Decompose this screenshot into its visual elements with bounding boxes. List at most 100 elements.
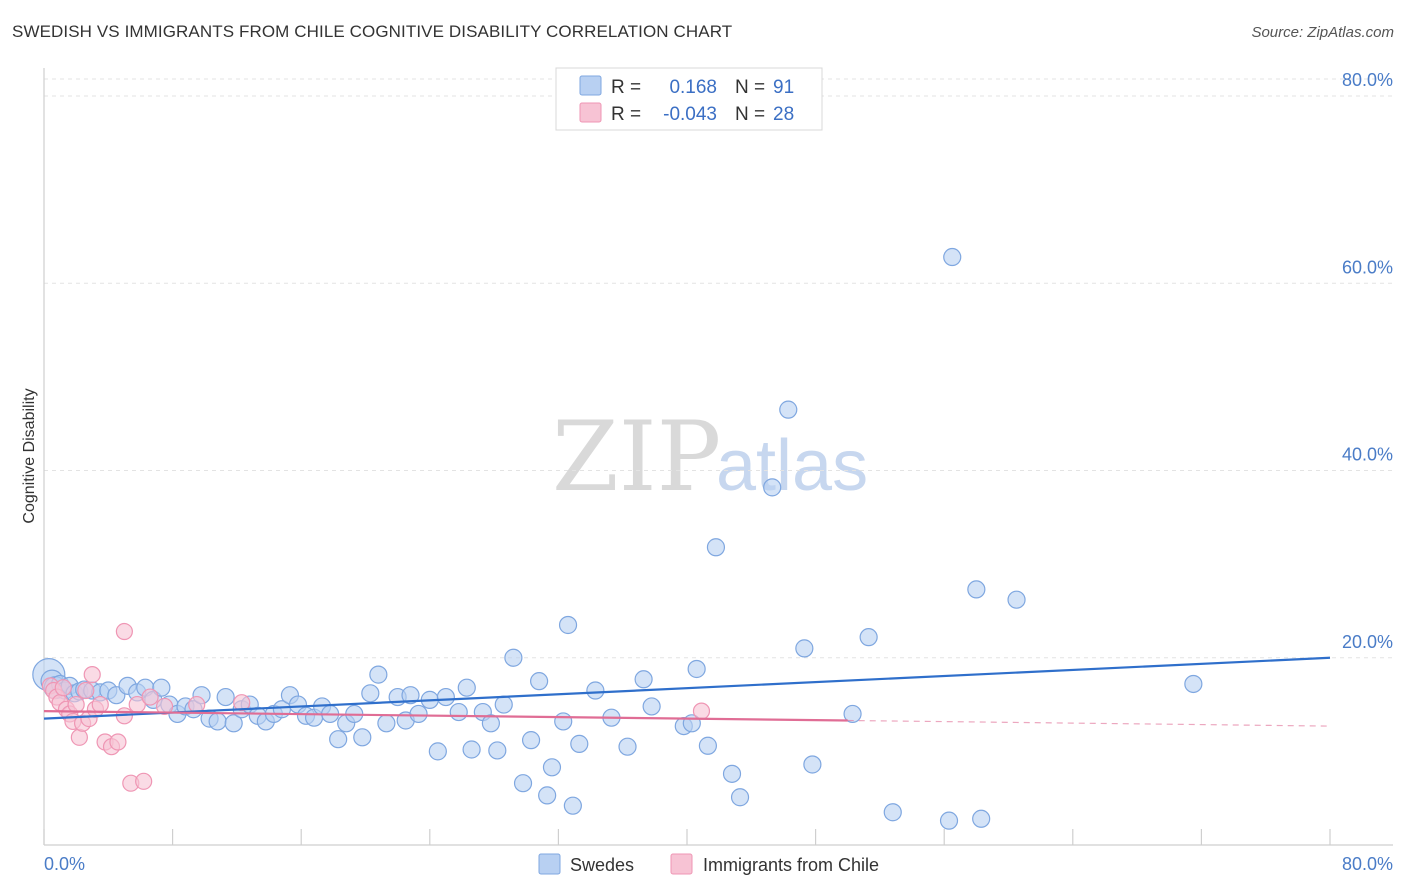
- grid-lines: [44, 78, 1393, 659]
- swedes-point: [554, 712, 573, 731]
- swedes-point: [409, 704, 428, 724]
- y-tick-label: 80.0%: [1342, 70, 1393, 90]
- swedes-point: [428, 742, 447, 761]
- swedes-point: [457, 678, 476, 697]
- chile-point: [233, 694, 251, 712]
- y-tick-label: 60.0%: [1342, 257, 1393, 277]
- swedes-point: [329, 730, 348, 749]
- chart-source: Source: ZipAtlas.com: [1251, 24, 1394, 41]
- swedes-point: [859, 628, 878, 647]
- swedes-point: [449, 702, 468, 722]
- y-tick-label: 40.0%: [1342, 445, 1393, 465]
- swedes-point: [521, 731, 541, 750]
- chile-point: [692, 702, 711, 720]
- axes: [43, 68, 1393, 846]
- swedes-trend-line: [43, 656, 1331, 720]
- swedes-point: [779, 400, 798, 419]
- swedes-point: [488, 741, 507, 760]
- swedes-n-value: 91: [773, 77, 794, 98]
- y-tick-labels: 20.0% 40.0% 60.0% 80.0%: [1342, 70, 1393, 652]
- swedes-point: [618, 737, 637, 756]
- swedes-point: [530, 672, 549, 691]
- swedes-n-label: N =: [735, 77, 765, 98]
- swedes-point: [504, 648, 523, 667]
- swedes-point: [208, 712, 227, 731]
- y-axis-label: Cognitive Disability: [21, 388, 38, 523]
- swedes-points: [32, 247, 1203, 830]
- chart-title: SWEDISH VS IMMIGRANTS FROM CHILE COGNITI…: [12, 22, 733, 41]
- swedes-point: [939, 811, 959, 830]
- swedes-point: [361, 684, 380, 703]
- swedes-point: [642, 697, 661, 716]
- swedes-point: [967, 580, 986, 599]
- swedes-point: [1007, 590, 1026, 609]
- swedes-point: [843, 704, 862, 724]
- swedes-point: [687, 659, 706, 679]
- swedes-point: [481, 714, 500, 733]
- chile-n-label: N =: [735, 104, 765, 125]
- swedes-point: [1184, 674, 1203, 694]
- swedes-point: [353, 728, 372, 747]
- swedes-point: [763, 478, 782, 497]
- chile-point: [115, 622, 133, 641]
- chile-trend-line: [43, 710, 848, 722]
- swedes-point: [152, 678, 171, 697]
- swedes-point: [538, 786, 557, 805]
- legend-chile-label: Immigrants from Chile: [703, 855, 879, 875]
- swedes-point: [883, 803, 902, 822]
- swedes-r-label: R =: [611, 77, 641, 98]
- chile-point: [67, 695, 85, 714]
- swedes-point: [586, 681, 605, 700]
- x-tick-label-min: 0.0%: [44, 854, 85, 874]
- swedes-point: [377, 714, 396, 733]
- swedes-point: [369, 665, 388, 684]
- swedes-point: [558, 615, 578, 635]
- x-ticks: [43, 829, 1331, 845]
- y-tick-label: 20.0%: [1342, 632, 1393, 652]
- watermark-zip: ZIP: [552, 401, 721, 513]
- swedes-point: [224, 714, 243, 733]
- swedes-point: [462, 740, 481, 759]
- swedes-point: [634, 670, 653, 689]
- swedes-point: [570, 734, 589, 753]
- swedes-point: [943, 247, 962, 267]
- swedes-point: [401, 686, 420, 705]
- chile-point: [91, 695, 109, 714]
- chile-point: [77, 681, 95, 700]
- legend-chile-swatch: [670, 853, 693, 875]
- chile-r-label: R =: [611, 104, 641, 125]
- swedes-point: [972, 809, 991, 828]
- series-legend: Swedes Immigrants from Chile: [538, 853, 879, 875]
- chile-legend-swatch: [579, 102, 602, 123]
- chile-point: [135, 772, 153, 790]
- chile-point: [109, 733, 127, 751]
- swedes-point: [542, 758, 562, 777]
- swedes-r-value: 0.168: [669, 77, 717, 98]
- legend-swedes-label: Swedes: [570, 855, 634, 875]
- stats-legend: R = 0.168 N = 91 R = -0.043 N = 28: [555, 67, 823, 131]
- swedes-point: [730, 788, 750, 807]
- chile-point: [70, 728, 88, 746]
- chile-point: [54, 679, 72, 697]
- swedes-point: [216, 687, 235, 707]
- watermark-atlas: atlas: [716, 426, 868, 506]
- swedes-point: [494, 695, 513, 714]
- swedes-point: [698, 736, 717, 755]
- chile-n-value: 28: [773, 104, 794, 125]
- swedes-point: [706, 538, 726, 557]
- swedes-point: [795, 639, 814, 658]
- chile-point: [141, 688, 159, 706]
- chile-point: [155, 697, 174, 716]
- chile-points: [41, 622, 711, 792]
- swedes-point: [436, 687, 455, 707]
- swedes-legend-swatch: [579, 75, 602, 96]
- legend-swedes-swatch: [538, 853, 561, 875]
- x-tick-label-max: 80.0%: [1342, 854, 1393, 874]
- swedes-point: [563, 796, 582, 815]
- chile-point: [83, 666, 101, 684]
- swedes-point: [513, 774, 533, 793]
- chile-trend-line-extension: [847, 719, 1331, 727]
- trend-lines: [43, 656, 1331, 727]
- swedes-point: [722, 764, 742, 783]
